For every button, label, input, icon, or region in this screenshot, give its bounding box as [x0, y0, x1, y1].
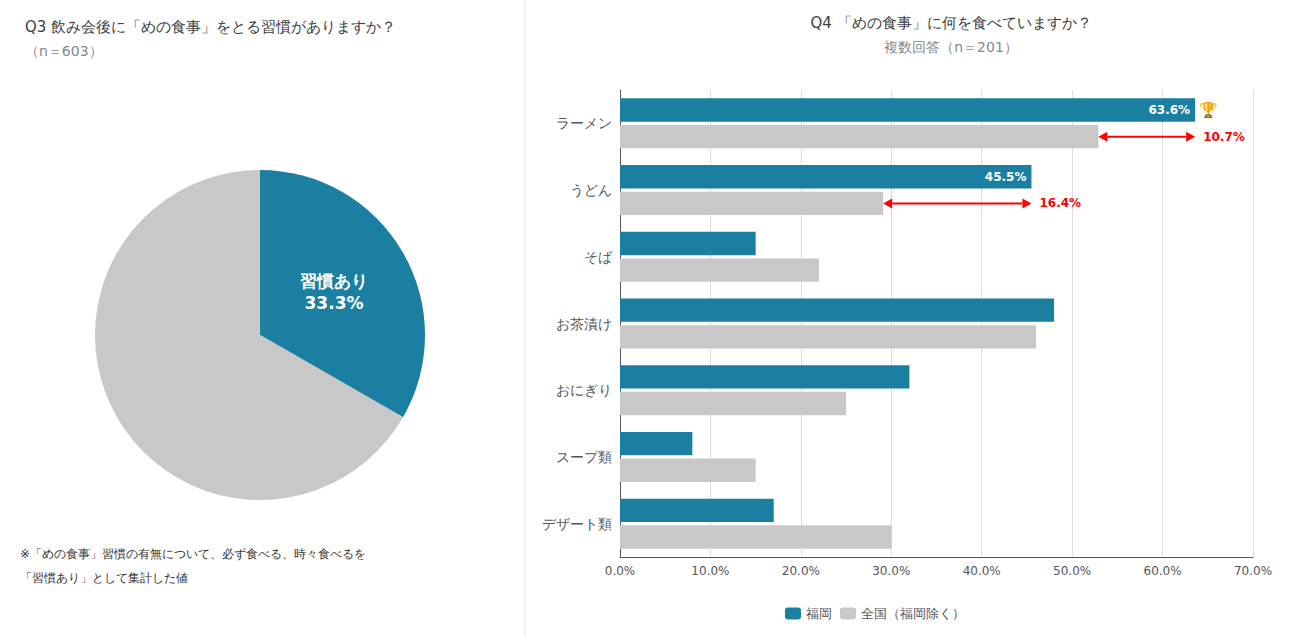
svg-text:※「めの食事」習慣の有無について、必ず食べる、時々食べるを: ※「めの食事」習慣の有無について、必ず食べる、時々食べるを: [20, 547, 366, 561]
svg-text:「習慣あり」として集計した値: 「習慣あり」として集計した値: [20, 571, 188, 585]
svg-text:おにぎり: おにぎり: [556, 382, 612, 398]
svg-text:10.0%: 10.0%: [691, 564, 729, 578]
svg-text:16.4%: 16.4%: [1039, 196, 1081, 210]
svg-text:🏆: 🏆: [1199, 101, 1218, 119]
svg-text:40.0%: 40.0%: [963, 564, 1001, 578]
svg-text:Q3 飲み会後に「めの食事」をとる習慣がありますか？: Q3 飲み会後に「めの食事」をとる習慣がありますか？: [25, 18, 396, 36]
svg-text:お茶漬け: お茶漬け: [556, 316, 612, 332]
svg-text:50.0%: 50.0%: [1053, 564, 1091, 578]
svg-text:33.3%: 33.3%: [305, 293, 364, 313]
svg-text:デザート類: デザート類: [542, 516, 612, 532]
svg-text:うどん: うどん: [570, 182, 612, 198]
svg-text:Q4 「めの食事」に何を食べていますか？: Q4 「めの食事」に何を食べていますか？: [810, 14, 1091, 32]
svg-text:複数回答（n＝201）: 複数回答（n＝201）: [884, 39, 1018, 55]
svg-text:10.7%: 10.7%: [1203, 130, 1245, 144]
svg-text:60.0%: 60.0%: [1144, 564, 1182, 578]
svg-text:63.6%: 63.6%: [1148, 103, 1190, 117]
svg-text:30.0%: 30.0%: [872, 564, 910, 578]
svg-text:スープ類: スープ類: [556, 449, 612, 465]
svg-text:20.0%: 20.0%: [782, 564, 820, 578]
svg-text:全国（福岡除く）: 全国（福岡除く）: [861, 606, 965, 621]
svg-text:習慣あり: 習慣あり: [300, 271, 368, 291]
svg-text:0.0%: 0.0%: [605, 564, 636, 578]
svg-text:ラーメン: ラーメン: [556, 115, 612, 131]
svg-text:福岡: 福岡: [806, 606, 832, 621]
svg-text:そば: そば: [584, 249, 613, 265]
svg-text:70.0%: 70.0%: [1234, 564, 1272, 578]
svg-text:45.5%: 45.5%: [985, 170, 1027, 184]
svg-text:（n＝603）: （n＝603）: [25, 43, 103, 59]
